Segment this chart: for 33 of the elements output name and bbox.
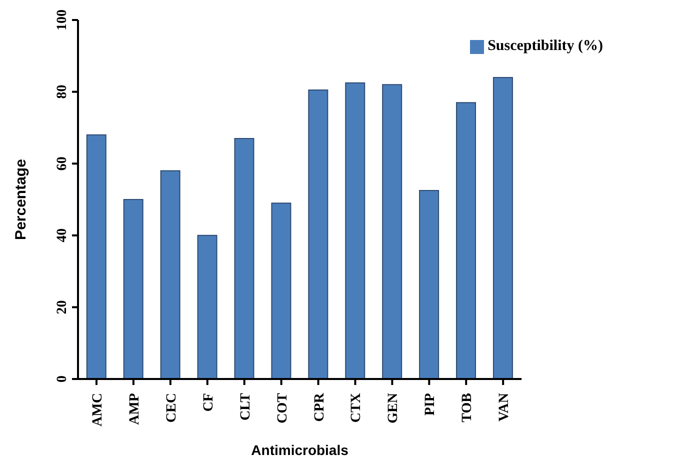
bar <box>382 84 402 379</box>
y-tick-label: 100 <box>55 10 70 30</box>
bar <box>345 82 366 379</box>
y-tick-label: 40 <box>55 228 70 242</box>
x-tick-label: CLT <box>238 392 254 421</box>
bar <box>456 102 476 379</box>
y-tick-label: 0 <box>55 376 70 382</box>
x-tick-label: AMC <box>90 393 106 426</box>
x-axis-title: Antimicrobials <box>251 442 349 458</box>
x-tick-label: CF <box>201 393 216 412</box>
bar <box>123 199 144 379</box>
x-tick-label: AMP <box>127 392 142 425</box>
x-tick-label: PIP <box>423 392 438 416</box>
x-tick-label: COT <box>275 392 290 424</box>
x-tick-label: CTX <box>349 393 364 423</box>
bar <box>234 138 254 379</box>
bar <box>419 190 440 379</box>
bar <box>492 76 513 379</box>
x-tick-label: VAN <box>497 393 512 422</box>
y-tick-label: 80 <box>55 84 70 99</box>
bar <box>197 234 218 379</box>
bar <box>308 90 328 379</box>
x-tick-label: GEN <box>386 393 402 424</box>
x-tick-label: CPR <box>312 392 328 422</box>
bar <box>160 170 180 379</box>
y-tick-label: 20 <box>55 300 70 314</box>
x-tick-label: TOB <box>460 393 476 422</box>
y-axis-title: Percentage <box>12 159 30 240</box>
x-tick-label: CEC <box>164 393 180 423</box>
bar <box>86 134 106 379</box>
legend-label: Susceptibility (%) <box>488 38 603 54</box>
y-tick-label: 60 <box>55 156 70 171</box>
bar <box>271 202 292 379</box>
